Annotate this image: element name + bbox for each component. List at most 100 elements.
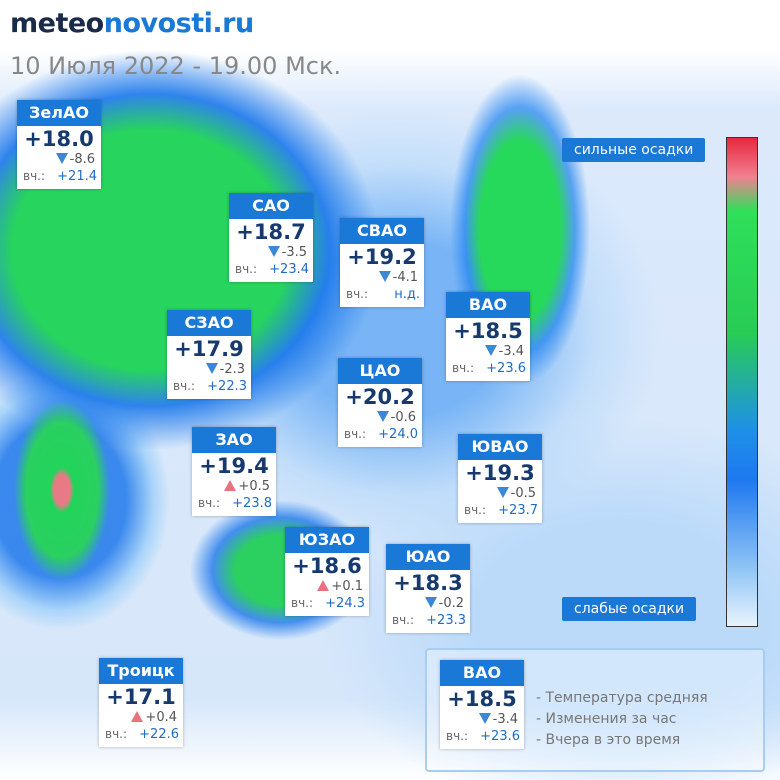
district-name: ЮВАО xyxy=(458,434,542,460)
district-card: ЮАО +18.3 -0.2 вч.: +23.3 xyxy=(386,544,470,633)
temperature: +17.9 xyxy=(174,337,244,361)
district-name: СЗАО xyxy=(167,310,251,336)
yesterday-label: вч.: xyxy=(452,361,475,375)
district-name: ЗАО xyxy=(192,427,276,453)
yesterday-value: +23.6 xyxy=(486,361,526,376)
trend-arrow xyxy=(205,363,218,374)
temperature: +19.2 xyxy=(347,245,417,269)
hourly-change: -3.4 xyxy=(446,344,530,360)
district-card: САО +18.7 -3.5 вч.: +23.4 xyxy=(229,193,313,282)
trend-arrow xyxy=(224,480,237,491)
temperature: +18.6 xyxy=(292,554,362,578)
district-name: ВАО xyxy=(446,292,530,318)
yesterday-label: вч.: xyxy=(23,169,46,183)
temperature: +17.1 xyxy=(106,685,176,709)
district-card: СЗАО +17.9 -2.3 вч.: +22.3 xyxy=(167,310,251,399)
hourly-change: -3.5 xyxy=(229,245,313,261)
district-name: СВАО xyxy=(340,218,424,244)
yesterday-label: вч.: xyxy=(198,496,221,510)
district-name: ЗелАО xyxy=(17,100,101,126)
legend-item: - Вчера в это время xyxy=(536,732,681,748)
yesterday: вч.: +23.6 xyxy=(446,360,530,381)
logo-prefix: meteo xyxy=(10,8,104,39)
trend-arrow xyxy=(496,487,509,498)
temperature: +19.3 xyxy=(465,461,535,485)
yesterday: вч.: +22.3 xyxy=(167,378,251,399)
yesterday-label: вч.: xyxy=(346,287,369,301)
hourly-change: -0.6 xyxy=(338,410,422,426)
logo-suffix: novosti.ru xyxy=(103,8,254,39)
yesterday: вч.: +23.4 xyxy=(229,261,313,282)
district-card: ЮВАО +19.3 -0.5 вч.: +23.7 xyxy=(458,434,542,523)
temperature: +18.3 xyxy=(393,571,463,595)
yesterday: вч.: н.д. xyxy=(340,286,424,307)
temperature: +18.7 xyxy=(236,220,306,244)
yesterday-value: н.д. xyxy=(394,287,420,302)
district-card: ВАО +18.5 -3.4 вч.: +23.6 xyxy=(446,292,530,381)
change-value: +0.5 xyxy=(238,479,270,494)
yesterday-value: +24.3 xyxy=(325,596,365,611)
hourly-change: -0.5 xyxy=(458,486,542,502)
change-value: -0.6 xyxy=(390,410,416,425)
trend-icon xyxy=(478,713,491,724)
yesterday-label: вч.: xyxy=(173,379,196,393)
yesterday-label: вч.: xyxy=(105,727,128,741)
scale-top-label: сильные осадки xyxy=(562,138,706,162)
yesterday-value: +23.7 xyxy=(498,503,538,518)
change-value: -0.2 xyxy=(438,596,464,611)
trend-arrow xyxy=(424,597,437,608)
district-name: ВАО xyxy=(440,660,524,686)
trend-icon xyxy=(496,487,509,498)
trend-arrow xyxy=(478,713,491,724)
hourly-change: -3.4 xyxy=(440,712,524,728)
subtitle: 10 Июля 2022 - 19.00 Мск. xyxy=(10,52,342,80)
change-value: +0.4 xyxy=(145,710,177,725)
trend-icon xyxy=(484,345,497,356)
district-name: ЮАО xyxy=(386,544,470,570)
district-card: ЗелАО +18.0 -8.6 вч.: +21.4 xyxy=(17,100,101,189)
trend-arrow xyxy=(55,153,68,164)
hourly-change: +0.5 xyxy=(192,479,276,495)
hourly-change: -4.1 xyxy=(340,270,424,286)
district-name: САО xyxy=(229,193,313,219)
temperature: +20.2 xyxy=(345,385,415,409)
district-card: ЦАО +20.2 -0.6 вч.: +24.0 xyxy=(338,358,422,447)
logo: meteonovosti.ru xyxy=(10,8,254,39)
yesterday-value: +21.4 xyxy=(57,169,97,184)
yesterday-value: +22.3 xyxy=(207,379,247,394)
trend-arrow xyxy=(484,345,497,356)
temperature: +18.5 xyxy=(453,319,523,343)
trend-arrow xyxy=(317,580,330,591)
precipitation-scale xyxy=(726,137,758,627)
hourly-change: +0.4 xyxy=(99,710,183,726)
yesterday-value: +23.4 xyxy=(269,262,309,277)
trend-icon xyxy=(267,246,280,257)
change-value: -4.1 xyxy=(392,270,418,285)
district-name: ЦАО xyxy=(338,358,422,384)
trend-icon xyxy=(55,153,68,164)
yesterday: вч.: +23.6 xyxy=(440,728,524,749)
district-card: Троицк +17.1 +0.4 вч.: +22.6 xyxy=(99,658,183,747)
trend-icon xyxy=(205,363,218,374)
yesterday-value: +22.6 xyxy=(139,727,179,742)
yesterday-label: вч.: xyxy=(291,596,314,610)
change-value: -3.4 xyxy=(492,712,518,727)
change-value: -8.6 xyxy=(69,152,95,167)
legend-item: - Изменения за час xyxy=(536,711,677,727)
yesterday: вч.: +23.7 xyxy=(458,502,542,523)
yesterday-label: вч.: xyxy=(344,427,367,441)
change-value: -0.5 xyxy=(510,486,536,501)
temperature: +18.0 xyxy=(24,127,94,151)
trend-arrow xyxy=(376,411,389,422)
scale-bottom-label: слабые осадки xyxy=(562,597,697,621)
yesterday: вч.: +23.3 xyxy=(386,612,470,633)
hourly-change: -0.2 xyxy=(386,596,470,612)
trend-arrow xyxy=(267,246,280,257)
yesterday: вч.: +23.8 xyxy=(192,495,276,516)
yesterday: вч.: +24.3 xyxy=(285,595,369,616)
hourly-change: -2.3 xyxy=(167,362,251,378)
trend-icon xyxy=(224,480,237,491)
temperature: +19.4 xyxy=(199,454,269,478)
district-name: Троицк xyxy=(99,658,183,684)
